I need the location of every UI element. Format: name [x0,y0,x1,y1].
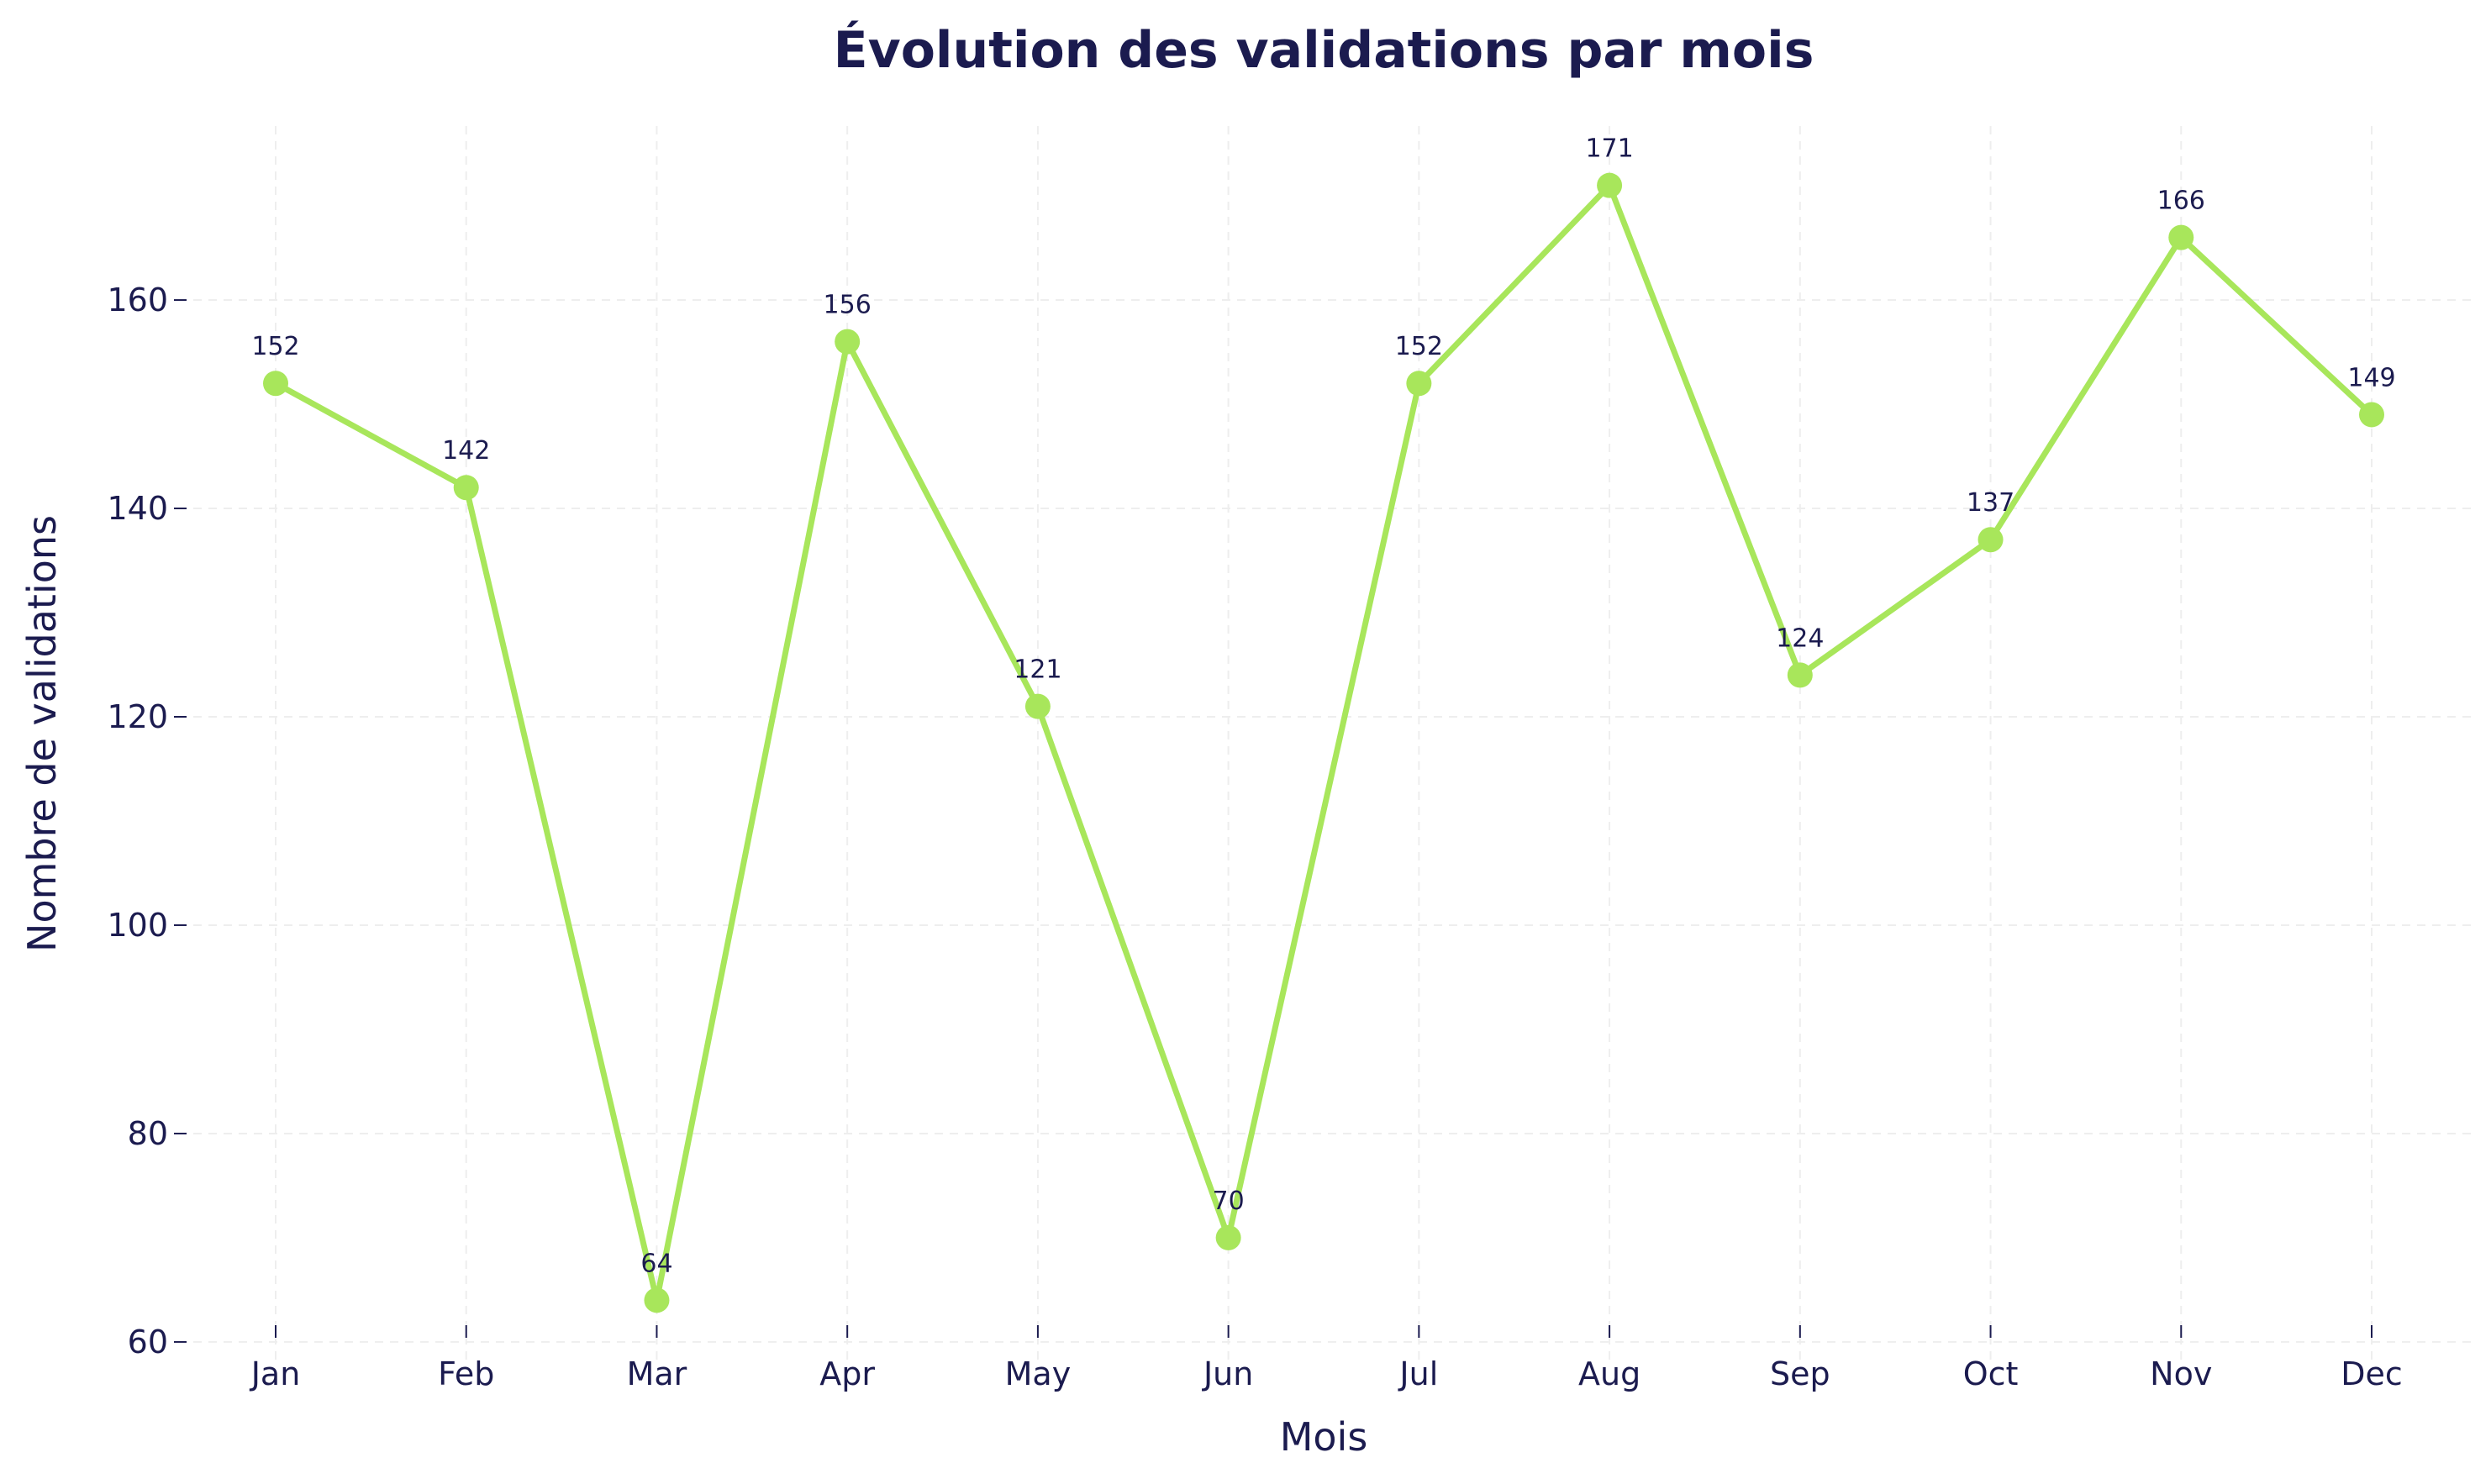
x-tick-label: Aug [1578,1355,1640,1392]
data-label: 64 [640,1249,672,1278]
data-label: 171 [1585,134,1633,164]
data-label: 152 [251,332,299,361]
series-line [272,182,2375,1303]
x-tick-label: Oct [1963,1355,2019,1392]
data-point [453,475,479,501]
data-label: 124 [1776,624,1824,653]
x-axis-label: Mois [1280,1414,1368,1460]
data-label: 152 [1395,332,1443,361]
y-tick-label: 80 [128,1115,168,1152]
data-label: 142 [442,436,490,466]
y-tick-label: 60 [128,1323,168,1360]
x-tick-label: Jun [1202,1355,1253,1392]
data-label: 156 [824,291,872,320]
data-label: 137 [1967,488,2014,518]
data-point [2359,402,2384,428]
x-tick-label: Apr [819,1355,875,1392]
y-axis-label: Nombre de validations [19,515,65,952]
y-tick-label: 140 [107,490,168,527]
data-point [2168,224,2194,250]
data-labels: 152 142 64 156 121 70 152 171 124 137 166 149 [251,134,2395,1279]
y-tick-label: 160 [107,282,168,318]
x-tick-label: Mar [627,1355,687,1392]
data-label: 70 [1213,1187,1245,1216]
y-tick-label: 100 [107,907,168,944]
x-tick-label: May [1005,1355,1072,1392]
y-axis: 60 80 100 120 140 160 [107,282,187,1360]
x-tick-label: Jan [250,1355,301,1392]
data-point [1406,371,1432,397]
data-point [1597,172,1623,198]
data-label: 149 [2347,363,2395,392]
data-label: 121 [1014,655,1061,685]
x-tick-label: Sep [1770,1355,1830,1392]
data-point [1787,662,1813,688]
data-point [1978,527,2004,553]
series-layer [263,172,2384,1313]
data-label: 166 [2157,187,2205,216]
x-tick-label: Nov [2150,1355,2212,1392]
x-tick-label: Dec [2341,1355,2403,1392]
data-point [263,371,288,397]
x-tick-label: Jul [1398,1355,1438,1392]
data-point [1215,1224,1241,1250]
x-axis: Jan Feb Mar Apr May Jun Jul Aug Sep Oct Nov Dec [250,1325,2403,1392]
data-point [644,1287,670,1313]
y-tick-label: 120 [107,698,168,735]
data-point [1024,693,1051,719]
data-point [835,329,861,355]
grid [193,126,2475,1360]
chart-title: Évolution des validations par mois [834,19,1814,80]
x-tick-label: Feb [438,1355,494,1392]
